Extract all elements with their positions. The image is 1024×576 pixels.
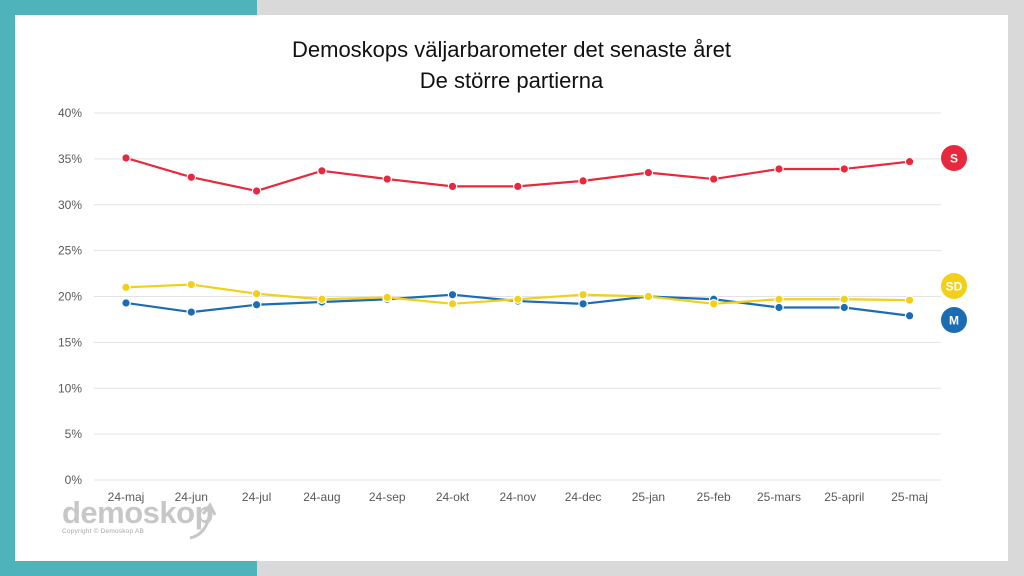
x-tick-label: 25-maj xyxy=(891,490,928,504)
data-point xyxy=(251,288,262,299)
y-tick-label: 25% xyxy=(58,244,82,258)
x-tick-label: 24-maj xyxy=(108,490,145,504)
data-point xyxy=(447,299,458,309)
data-point xyxy=(839,164,850,174)
data-point xyxy=(121,153,131,163)
x-tick-label: 24-jul xyxy=(242,490,271,504)
data-point xyxy=(317,166,327,176)
x-tick-label: 25-feb xyxy=(697,490,731,504)
data-point xyxy=(839,294,850,305)
data-point xyxy=(774,294,784,305)
x-tick-label: 24-nov xyxy=(499,490,536,504)
logo-wordmark: demoskop xyxy=(62,495,214,530)
chart-title: Demoskops väljarbarometer det senaste år… xyxy=(292,37,731,62)
data-point xyxy=(121,282,131,293)
data-point xyxy=(382,292,392,303)
chart-card xyxy=(15,15,1008,561)
y-tick-label: 40% xyxy=(58,106,82,120)
data-point xyxy=(643,167,654,178)
data-point xyxy=(186,172,197,183)
y-tick-label: 10% xyxy=(58,381,82,395)
y-tick-label: 20% xyxy=(58,290,82,304)
data-point xyxy=(251,299,262,310)
data-point xyxy=(578,299,588,309)
data-point xyxy=(186,307,197,317)
data-point xyxy=(512,294,523,305)
data-point xyxy=(904,310,915,321)
badge-circle xyxy=(941,307,967,333)
logo-arrow-icon xyxy=(189,502,217,540)
data-point xyxy=(904,156,915,167)
x-tick-label: 25-jan xyxy=(632,490,665,504)
y-tick-label: 0% xyxy=(65,473,83,487)
data-point xyxy=(578,289,588,300)
data-point xyxy=(839,302,850,313)
data-point xyxy=(904,295,915,305)
data-point xyxy=(317,294,327,305)
chart-title-block: Demoskops väljarbarometer det senaste år… xyxy=(15,34,1008,96)
x-tick-label: 25-mars xyxy=(757,490,801,504)
y-tick-label: 5% xyxy=(65,427,83,441)
chart-subtitle: De större partierna xyxy=(419,68,604,93)
badge-label: S xyxy=(950,152,958,166)
badge-s: S xyxy=(941,145,967,171)
data-point xyxy=(643,291,654,302)
demoskop-logo: demoskop Copyright © Demoskop AB xyxy=(62,495,214,535)
y-tick-label: 15% xyxy=(58,335,82,349)
axis-labels: 0% 5% 10% 15% 20% 25% 30% 35% 40% 24-maj 24-jun 24-… xyxy=(58,106,928,504)
badge-sd: SD xyxy=(941,273,967,299)
data-point xyxy=(186,279,197,290)
x-tick-label: 24-okt xyxy=(436,490,470,504)
data-point xyxy=(708,174,719,184)
data-point xyxy=(121,298,131,308)
data-point xyxy=(447,181,458,192)
badge-m: M xyxy=(941,307,967,333)
x-tick-label: 24-sep xyxy=(369,490,406,504)
badge-circle xyxy=(941,145,967,171)
series-badges: M SD S xyxy=(941,145,967,333)
badge-circle xyxy=(941,273,967,299)
data-point xyxy=(774,302,784,313)
x-tick-label: 24-jun xyxy=(175,490,208,504)
data-point xyxy=(251,186,262,196)
data-point xyxy=(382,174,392,184)
data-point xyxy=(447,289,458,300)
data-point xyxy=(708,299,719,309)
series-s xyxy=(121,153,915,196)
y-tick-label: 35% xyxy=(58,152,82,166)
data-point xyxy=(578,176,588,186)
badge-label: SD xyxy=(946,280,963,294)
x-tick-label: 24-dec xyxy=(565,490,602,504)
logo-copyright: Copyright © Demoskop AB xyxy=(62,528,145,535)
series-layer xyxy=(121,153,915,321)
x-tick-label: 25-april xyxy=(824,490,864,504)
data-point xyxy=(774,164,784,174)
y-tick-label: 30% xyxy=(58,198,82,212)
data-point xyxy=(512,181,523,192)
x-tick-label: 24-aug xyxy=(303,490,340,504)
series-sd xyxy=(121,279,915,309)
badge-label: M xyxy=(949,314,959,328)
